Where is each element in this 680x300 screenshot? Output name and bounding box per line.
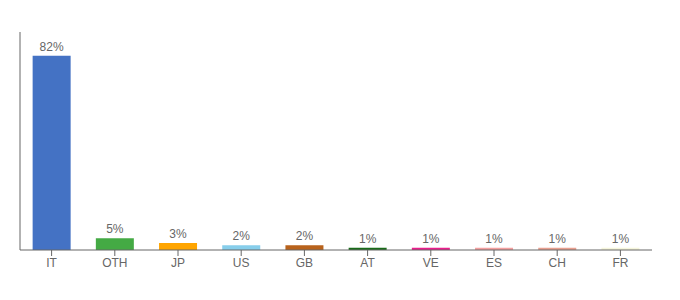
svg-text:2%: 2%: [233, 229, 251, 243]
svg-text:GB: GB: [296, 256, 313, 270]
svg-text:FR: FR: [612, 256, 628, 270]
svg-text:82%: 82%: [40, 40, 64, 54]
svg-text:3%: 3%: [169, 227, 187, 241]
svg-text:IT: IT: [46, 256, 57, 270]
svg-text:1%: 1%: [549, 232, 567, 246]
svg-text:CH: CH: [549, 256, 566, 270]
svg-text:1%: 1%: [485, 232, 503, 246]
svg-text:1%: 1%: [359, 232, 377, 246]
svg-text:ES: ES: [486, 256, 502, 270]
svg-text:AT: AT: [360, 256, 375, 270]
svg-text:1%: 1%: [422, 232, 440, 246]
svg-text:US: US: [233, 256, 250, 270]
svg-text:JP: JP: [171, 256, 185, 270]
svg-text:VE: VE: [423, 256, 439, 270]
svg-text:1%: 1%: [612, 232, 630, 246]
svg-text:OTH: OTH: [102, 256, 127, 270]
svg-text:2%: 2%: [296, 229, 314, 243]
svg-text:5%: 5%: [106, 222, 124, 236]
